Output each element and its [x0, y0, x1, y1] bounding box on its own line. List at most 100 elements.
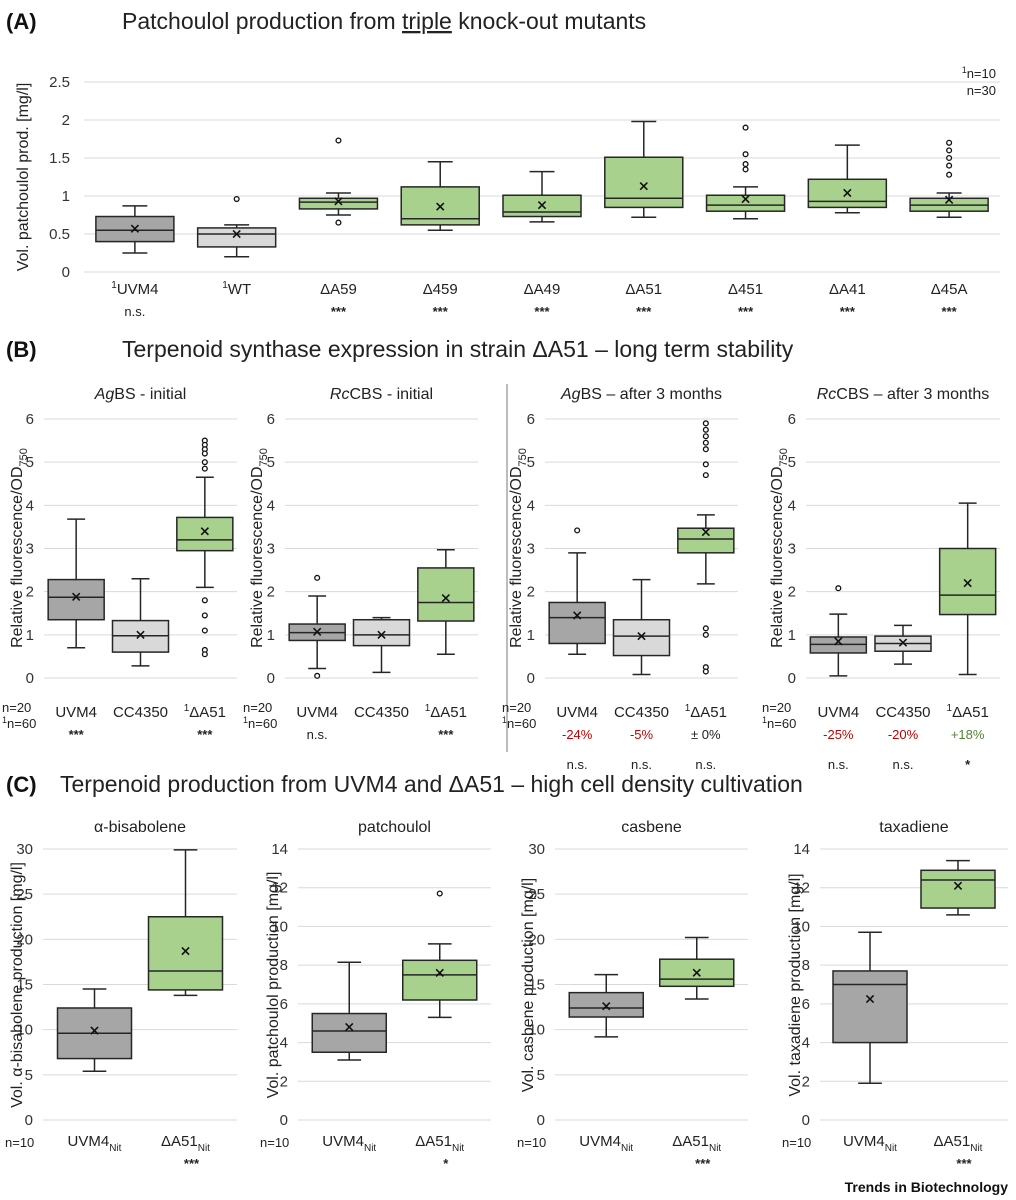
mean-marker: [436, 202, 445, 211]
change-label: -20%: [888, 727, 919, 742]
y-tick-label: 10: [16, 1022, 33, 1039]
outlier-point: [201, 459, 208, 466]
y-tick-label: 6: [788, 411, 796, 428]
y-tick-label: 12: [793, 880, 810, 897]
outlier-point: [201, 465, 208, 472]
y-tick-label: 0: [537, 1112, 545, 1129]
journal-brand: Trends in Biotechnology: [845, 1179, 1009, 1195]
change-label: -24%: [562, 727, 593, 742]
significance-label: n.s.: [567, 757, 588, 772]
y-tick-label: 1: [788, 627, 796, 644]
box-a51: [176, 437, 234, 658]
category-label: UVM4Nit: [322, 1133, 376, 1154]
box-uvm4: [95, 205, 175, 254]
mean-marker: [953, 881, 963, 890]
outlier-point: [702, 625, 709, 632]
iqr-box: [938, 547, 997, 616]
outlier-point: [946, 171, 953, 178]
significance-label: ***: [840, 304, 856, 319]
category-label: UVM4: [296, 704, 338, 721]
significance-label: ***: [636, 304, 652, 319]
y-tick-label: 5: [267, 454, 275, 471]
y-tick-label: 14: [793, 841, 810, 858]
subplot-title: casbene: [621, 819, 682, 836]
mean-marker: [602, 1002, 611, 1011]
mean-marker: [200, 527, 209, 536]
sample-size-label: n=20: [243, 700, 272, 715]
chart-b3: 0 1 2 3 4 5 6 AgBS – after 3 months Relative flu…: [502, 386, 738, 772]
y-tick-label: 8: [802, 957, 810, 974]
outlier-point: [742, 124, 749, 131]
significance-label: ***: [197, 727, 213, 742]
y-tick-label: 12: [271, 880, 288, 897]
y-tick-label: 4: [26, 497, 34, 514]
chart-b1: 0 1 2 3 4 5 6 AgBS - initial Relative fluorescen…: [2, 386, 237, 742]
outlier-point: [335, 219, 342, 226]
change-label: +18%: [951, 727, 985, 742]
significance-label: n.s.: [124, 304, 145, 319]
mean-marker: [90, 1026, 99, 1035]
y-tick-label: 30: [16, 841, 33, 858]
y-tick-label: 4: [527, 497, 535, 514]
y-axis-label: Relative fluorescence/OD750: [508, 448, 529, 648]
sample-size-label: n=10: [517, 1135, 546, 1150]
box-uvm4: [832, 931, 908, 1084]
mean-marker: [435, 968, 444, 978]
category-label: ΔA51: [625, 281, 662, 298]
y-tick-label: 6: [267, 411, 275, 428]
outlier-point: [436, 890, 443, 897]
mean-marker: [898, 638, 908, 647]
y-tick-label: 5: [788, 454, 796, 471]
box-wt: [196, 195, 277, 258]
y-tick-label: 3: [26, 541, 34, 558]
category-label: ΔA51Nit: [161, 1133, 210, 1154]
y-tick-label: 4: [280, 1035, 288, 1052]
y-tick-label: 10: [793, 918, 810, 935]
subplot-title: AgBS - initial: [94, 386, 187, 403]
iqr-box: [612, 618, 671, 657]
mean-marker: [944, 195, 954, 204]
outlier-point: [946, 139, 953, 146]
y-tick-label: 0: [62, 264, 70, 281]
mean-marker: [441, 593, 450, 603]
box-cc4350: [612, 578, 671, 676]
chart-c3: 0 5 10 15 20 25 30 casbene Vol. casbene producti…: [517, 819, 748, 1171]
category-label: ΔA49: [524, 281, 561, 298]
y-axis-label: Relative fluorescence/OD750: [249, 448, 270, 648]
category-label: CC4350: [875, 704, 930, 721]
y-tick-label: 1: [26, 627, 34, 644]
category-label: 1ΔA51: [685, 703, 727, 721]
outlier-point: [702, 668, 709, 675]
significance-label: ***: [69, 727, 85, 742]
significance-label: ***: [534, 304, 550, 319]
box-uvm4: [288, 574, 346, 679]
panel-c-title: Terpenoid production from UVM4 and ΔA51 …: [60, 771, 803, 797]
category-label: Δ45A: [931, 281, 968, 298]
significance-label: ***: [738, 304, 754, 319]
y-tick-label: 5: [26, 454, 34, 471]
sample-size-label: n=20: [762, 700, 791, 715]
outlier-point: [314, 574, 321, 581]
y-tick-label: 15: [16, 977, 33, 994]
box-uvm4: [56, 988, 133, 1072]
outlier-point: [702, 439, 709, 446]
chart-b4: 0 1 2 3 4 5 6 RcCBS – after 3 months Relative fl…: [762, 386, 1000, 772]
y-tick-label: 0: [267, 670, 275, 687]
mean-marker: [865, 994, 875, 1004]
mean-marker: [334, 197, 343, 206]
mean-marker: [537, 200, 547, 210]
y-tick-label: 25: [528, 886, 545, 903]
significance-label: n.s.: [307, 727, 328, 742]
box-459: [400, 161, 480, 231]
mean-marker: [181, 946, 190, 956]
iqr-box: [352, 618, 411, 647]
mean-marker: [701, 527, 710, 537]
subplot-title: RcCBS – after 3 months: [817, 386, 990, 403]
significance-label: n.s.: [695, 757, 716, 772]
outlier-point: [742, 161, 749, 168]
category-label: UVM4: [55, 704, 97, 721]
y-tick-label: 14: [271, 841, 288, 858]
y-axis-label: Vol. α-bisabolene production [mg/l]: [9, 862, 26, 1108]
box-cc4350: [111, 577, 170, 667]
category-label: Δ451: [728, 281, 763, 298]
